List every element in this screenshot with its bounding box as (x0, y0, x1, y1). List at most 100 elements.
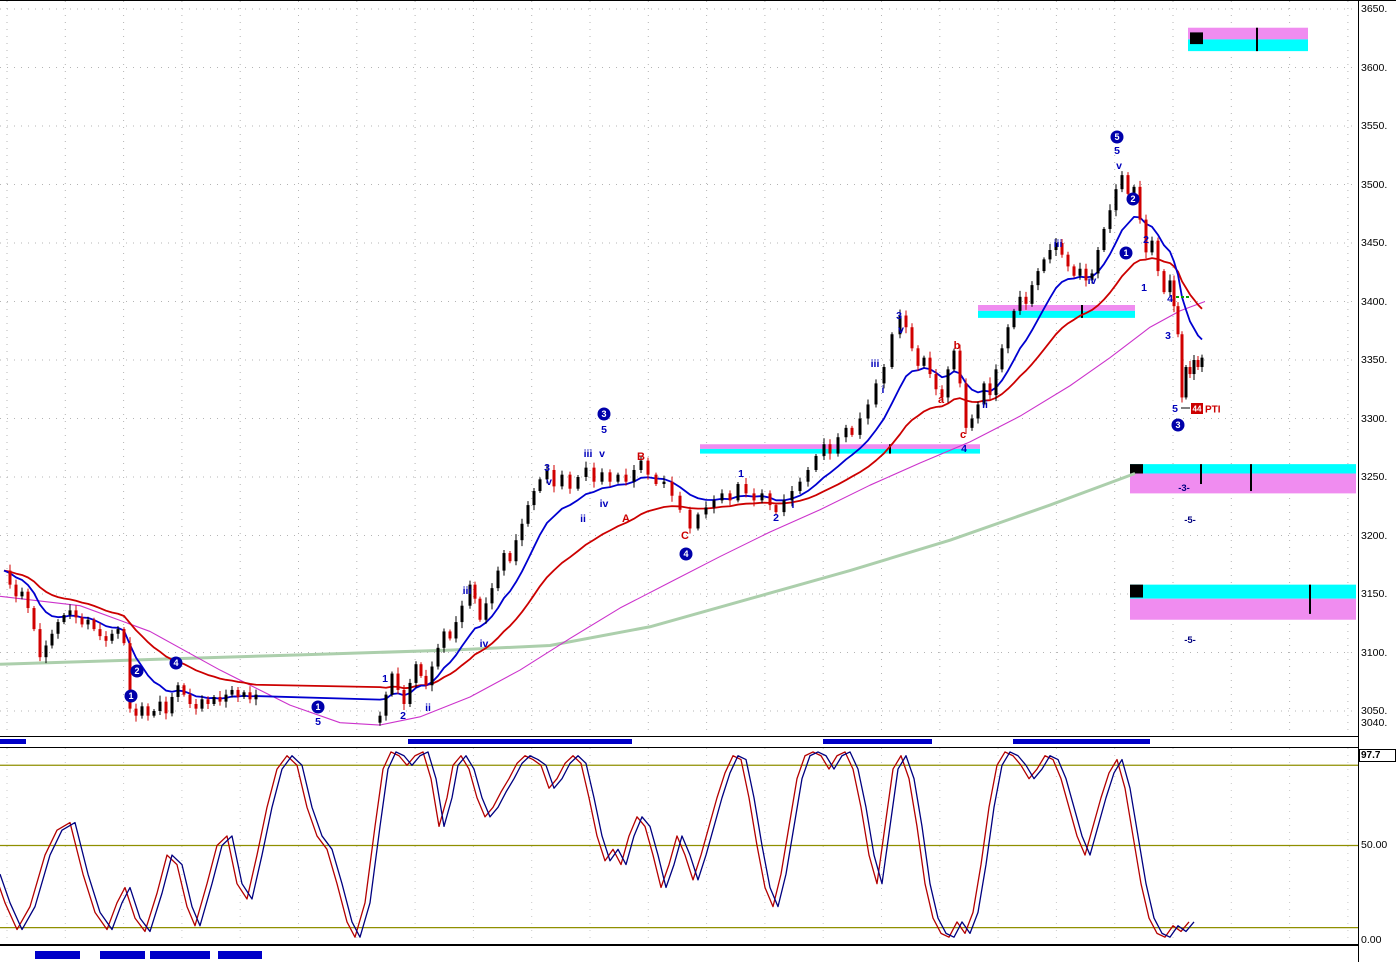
candle-body (1150, 240, 1154, 253)
candle-body (1096, 250, 1100, 274)
wave-circle-label (597, 407, 611, 421)
candle-body (152, 711, 156, 716)
candle-body (200, 699, 204, 709)
candle-body (80, 617, 84, 625)
candle-body (958, 350, 962, 384)
candle-body (814, 455, 818, 470)
price-axis-label: 3050. (1361, 705, 1388, 717)
candle-body (988, 383, 992, 396)
candle-body (20, 591, 24, 597)
wave-circle-label (124, 689, 138, 703)
candle-body (970, 418, 974, 428)
osc-grid (0, 748, 1358, 945)
candle-body (430, 666, 434, 686)
candle-body (1018, 296, 1022, 311)
price-axis-label: 3350. (1361, 354, 1388, 366)
candle-body (768, 493, 772, 506)
candle-body (1126, 175, 1130, 194)
candle-body (508, 553, 512, 562)
pti-label: PTI (1205, 405, 1221, 416)
candle-body (478, 598, 482, 620)
wave-label: iv (1088, 275, 1097, 287)
candle-body (26, 591, 30, 609)
candle-body (1188, 367, 1192, 375)
candle-body (774, 505, 778, 513)
zone-band (1130, 473, 1356, 494)
indicator-bar (823, 739, 932, 744)
wave-label: ii (425, 702, 431, 714)
candle-body (545, 469, 549, 480)
wave-label: 1 (738, 468, 744, 480)
wave-circle-label (311, 700, 325, 714)
candle-body (532, 491, 536, 506)
candle-body (496, 570, 500, 589)
zone-wave-label: -5- (1184, 515, 1196, 526)
indicator-bar (0, 739, 26, 744)
candle-body (110, 633, 114, 641)
candle-body (8, 570, 12, 585)
zone-band (978, 310, 1135, 318)
wave-label: v (1116, 160, 1122, 172)
candle-body (946, 369, 950, 398)
candle-body (890, 334, 894, 368)
wave-circle-label (1110, 130, 1124, 144)
price-axis-label: 3650. (1361, 3, 1388, 15)
pti-box (1191, 403, 1203, 414)
candle-body (490, 588, 494, 604)
wave-label: 1 (382, 673, 388, 685)
candle-body (964, 383, 968, 428)
abc-label: b (954, 340, 961, 352)
candle-body (86, 619, 90, 625)
candle-body (146, 706, 150, 716)
candle-body (704, 507, 708, 515)
candle-body (1176, 306, 1180, 335)
candle-body (712, 500, 716, 508)
candle-body (50, 633, 54, 646)
candle-body (212, 696, 216, 704)
candle-body (994, 369, 998, 396)
wave-label: 5 (1114, 145, 1120, 157)
zone-marker (1190, 32, 1203, 45)
candle-body (798, 481, 802, 492)
candle-body (182, 685, 186, 695)
abc-label: a (938, 394, 945, 406)
candle-body (442, 631, 446, 648)
candle-body (844, 427, 848, 438)
candle-body (396, 673, 400, 690)
candle-body (218, 696, 222, 702)
candle-body (1036, 271, 1040, 286)
candle-body (952, 350, 956, 370)
candle-body (1162, 271, 1166, 293)
zone-marker (1130, 464, 1143, 474)
candle-body (484, 603, 488, 620)
wave-label: 3 (896, 310, 902, 322)
candle-body (1060, 243, 1064, 255)
candle-body (1084, 268, 1088, 281)
candle-body (639, 460, 643, 470)
candle-body (744, 484, 748, 494)
abc-label: C (681, 530, 689, 542)
oscillator-canvas[interactable] (0, 748, 1358, 945)
candle-body (116, 629, 120, 634)
svg-text:2: 2 (1130, 194, 1135, 204)
candle-body (1048, 250, 1052, 260)
candle-body (1072, 266, 1076, 276)
abc-label: B (637, 451, 645, 463)
wave-circle-label (1126, 192, 1140, 206)
candle-body (1196, 360, 1200, 368)
candle-body (560, 474, 564, 487)
candle-body (1168, 280, 1172, 293)
price-axis-label: 3150. (1361, 588, 1388, 600)
candle-body (1012, 310, 1016, 328)
candle-body (378, 715, 382, 723)
zone-marker (1130, 584, 1143, 598)
price-axis-label: 3300. (1361, 412, 1388, 425)
wave-circle-label (169, 656, 183, 670)
candle-body (254, 694, 258, 700)
oscillator-axis-label: 50.00 (1361, 838, 1388, 851)
candle-body (188, 694, 192, 704)
indicator-bar (1013, 739, 1150, 744)
